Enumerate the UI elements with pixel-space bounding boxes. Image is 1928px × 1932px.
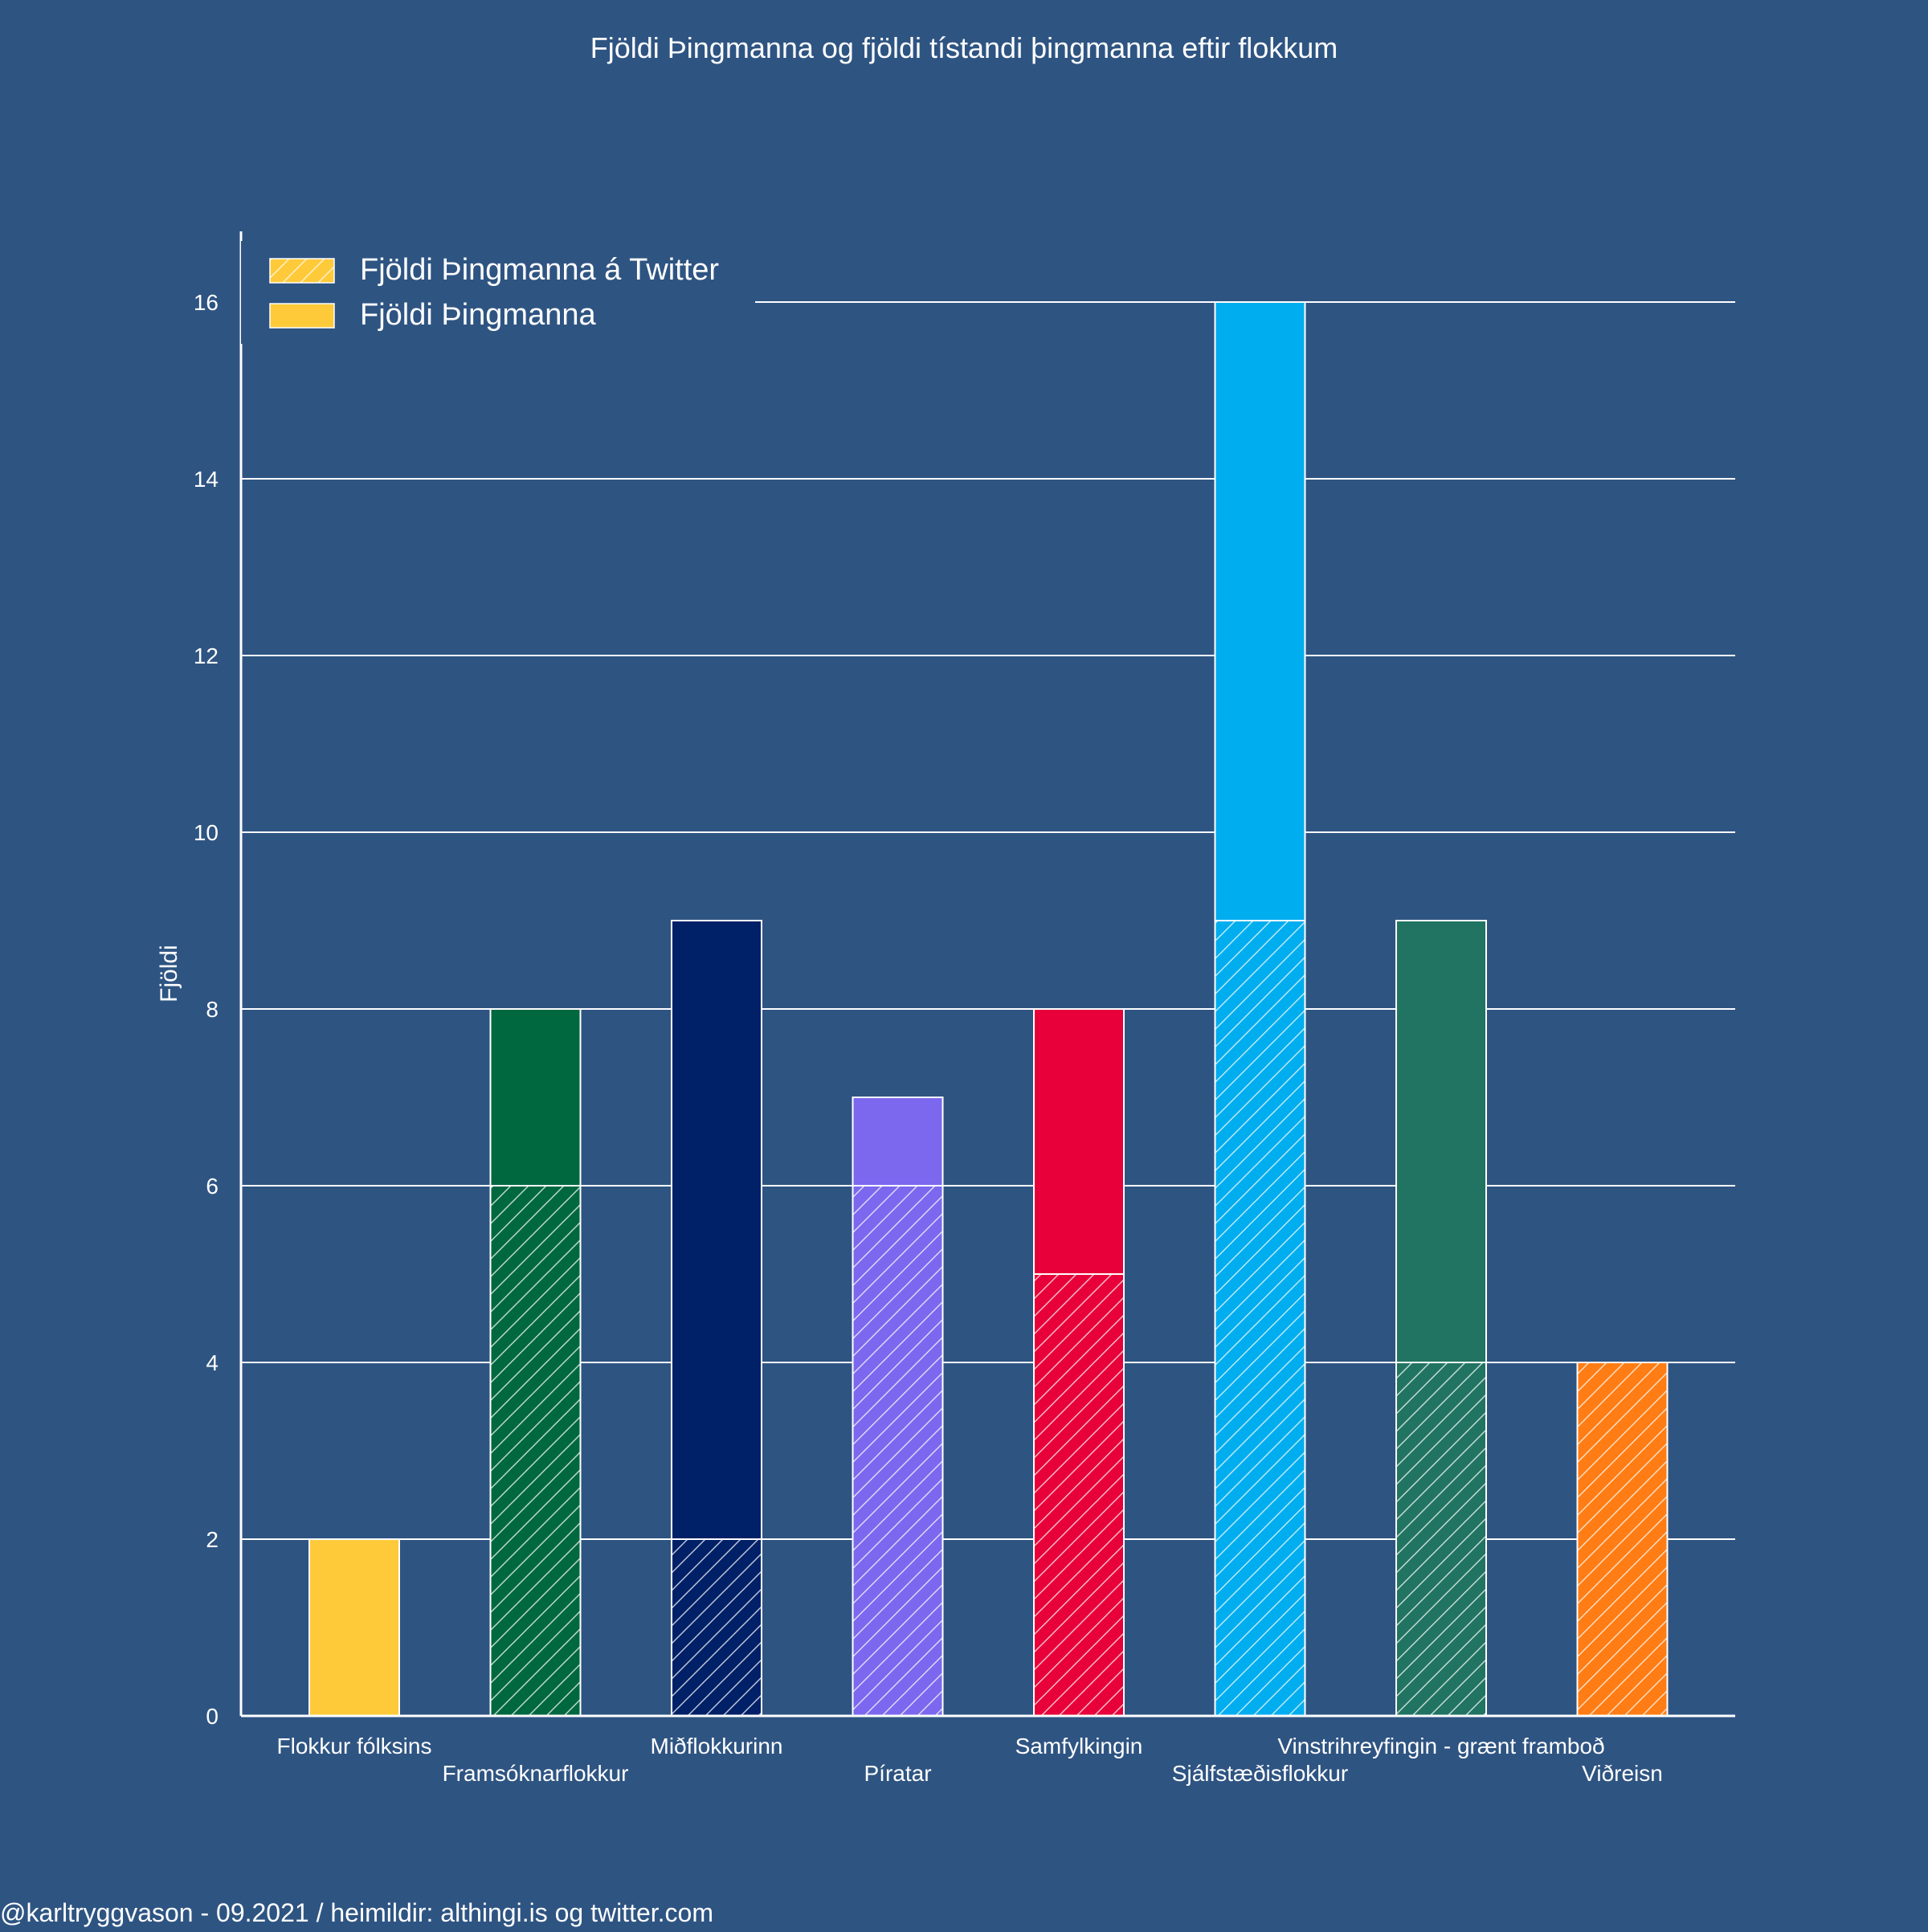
legend-label-total: Fjöldi Þingmanna [360,298,596,332]
x-tick-label: Miðflokkurinn [651,1734,783,1758]
bar-total [852,1097,944,1187]
y-tick-label: 0 [206,1704,219,1729]
bar-total [1395,920,1487,1363]
bar-total [671,920,762,1540]
y-tick-label: 4 [206,1350,219,1375]
bars [308,301,1669,1717]
gridlines [241,301,1735,1540]
bar-twitter [671,1538,762,1717]
y-axis-label: Fjöldi [156,945,182,1003]
x-tick-label: Píratar [864,1761,931,1786]
x-tick-label: Vinstrihreyfingin - grænt framboð [1277,1734,1604,1758]
legend-swatch-total [269,303,335,329]
y-tick-label: 10 [194,820,219,845]
x-tick-label: Sjálfstæðisflokkur [1172,1761,1348,1786]
x-tick-label: Viðreisn [1582,1761,1663,1786]
y-tick-label: 14 [194,467,219,492]
chart-title: Fjöldi Þingmanna og fjöldi tístandi þing… [590,31,1338,64]
y-tick-label: 12 [194,643,219,668]
bar-total [1214,301,1306,921]
x-tick-label: Flokkur fólksins [277,1734,432,1758]
bar-twitter [489,1185,582,1717]
x-tick-label: Samfylkingin [1015,1734,1143,1758]
bar-total [1033,1008,1125,1275]
bar-total [308,1538,400,1717]
x-tick-label: Framsóknarflokkur [443,1761,629,1786]
footer-credit: @karltryggvason - 09.2021 / heimildir: a… [0,1898,713,1927]
y-tick-label: 6 [206,1174,219,1199]
legend: Fjöldi Þingmanna á Twitter Fjöldi Þingma… [241,241,755,344]
y-tick-label: 2 [206,1527,219,1552]
legend-label-twitter: Fjöldi Þingmanna á Twitter [360,253,719,287]
bar-total [489,1008,582,1187]
bar-twitter [1576,1362,1669,1717]
bar-twitter [1395,1362,1487,1717]
bar-twitter [1033,1273,1125,1717]
legend-swatch-twitter [269,258,335,284]
y-tick-label: 16 [194,290,219,315]
bar-twitter [852,1185,944,1717]
axes: 0 2 4 6 8 10 12 14 16 Flokkur fólksins Framsóknarf… [194,231,1735,1786]
bar-twitter [1214,920,1306,1717]
y-tick-label: 8 [206,997,219,1022]
